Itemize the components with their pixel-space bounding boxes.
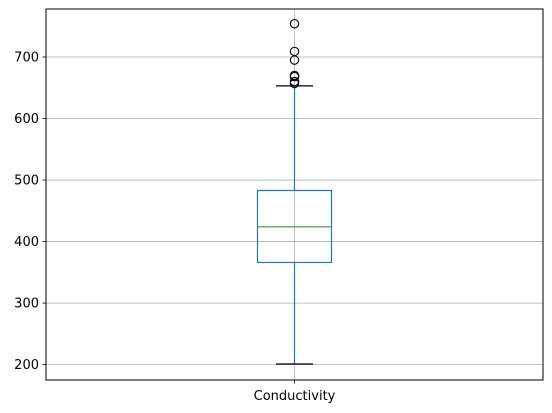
y-tick-label: 300 xyxy=(14,297,39,312)
y-tick-label: 400 xyxy=(14,235,39,250)
y-tick-label: 600 xyxy=(14,112,39,127)
outlier-point xyxy=(289,19,300,29)
outlier-point xyxy=(289,46,300,57)
x-tick-label: Conductivity xyxy=(254,389,336,404)
box-plot xyxy=(256,19,333,365)
y-tick-label: 500 xyxy=(14,174,39,189)
outlier-point xyxy=(289,70,300,81)
outlier-point xyxy=(289,76,300,87)
y-tick-label: 200 xyxy=(14,358,39,373)
axes: 200 300 400 500 600 700 Conductivity xyxy=(14,50,335,404)
y-tick-label: 700 xyxy=(14,50,39,65)
